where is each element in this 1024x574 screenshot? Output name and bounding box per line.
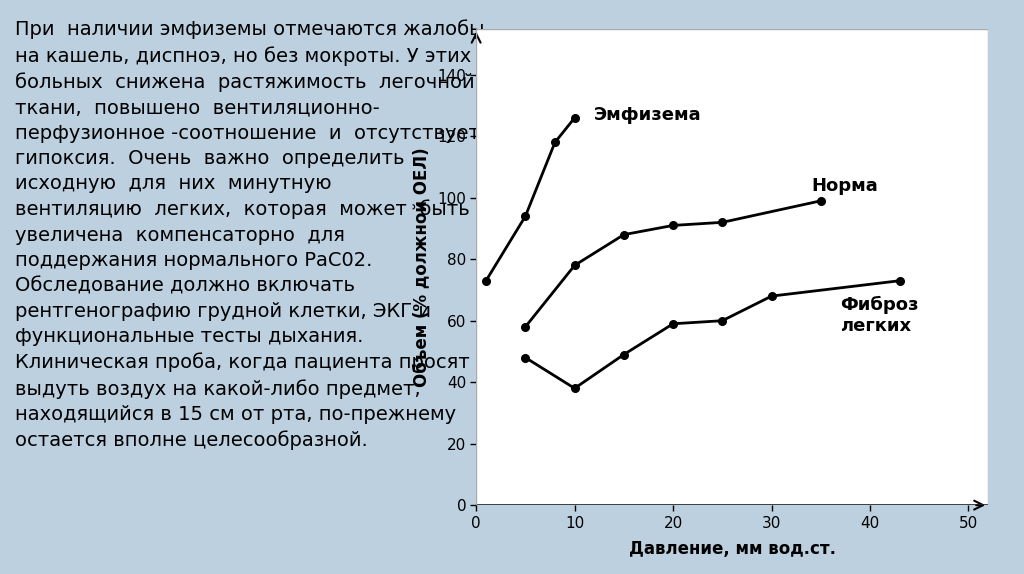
Text: Норма: Норма	[811, 177, 878, 195]
Text: Фиброз
легких: Фиброз легких	[841, 296, 919, 335]
Text: При  наличии эмфиземы отмечаются жалобы
на кашель, диспноэ, но без мокроты. У эт: При наличии эмфиземы отмечаются жалобы н…	[14, 20, 484, 450]
Y-axis label: Объем (% должной ОЕЛ): Объем (% должной ОЕЛ)	[413, 147, 431, 387]
X-axis label: Давление, мм вод.ст.: Давление, мм вод.ст.	[629, 540, 836, 557]
Text: Эмфизема: Эмфизема	[594, 106, 701, 124]
